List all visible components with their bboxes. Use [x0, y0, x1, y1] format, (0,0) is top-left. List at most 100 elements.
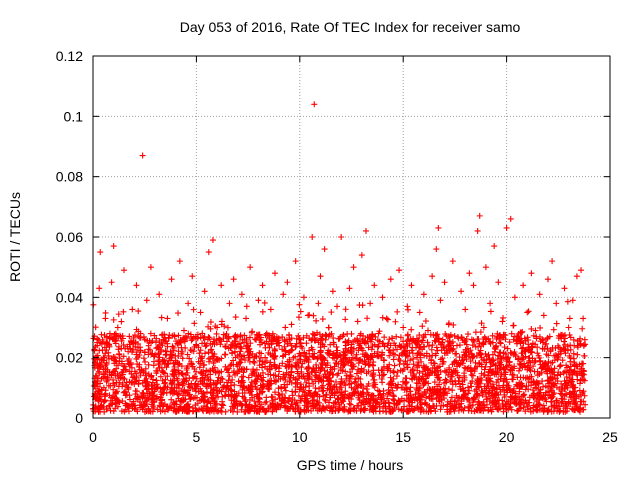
band-point	[258, 334, 265, 341]
band-point	[362, 359, 369, 366]
band-point	[561, 341, 568, 348]
band-point	[112, 368, 119, 375]
band-point	[315, 339, 322, 346]
band-point	[238, 379, 245, 386]
band-point	[570, 391, 577, 398]
band-point	[324, 362, 331, 369]
band-point	[132, 387, 139, 394]
band-point	[364, 354, 371, 361]
band-point	[415, 380, 422, 387]
band-point	[309, 352, 316, 359]
band-point	[204, 405, 211, 412]
band-point	[322, 397, 329, 404]
band-point	[479, 388, 486, 395]
band-point	[556, 408, 563, 415]
band-point	[181, 386, 188, 393]
band-point	[178, 388, 185, 395]
band-point	[180, 380, 187, 387]
data-point	[108, 279, 115, 286]
band-point	[431, 337, 438, 344]
band-point	[530, 363, 537, 370]
data-point	[259, 282, 266, 289]
band-point	[226, 373, 233, 380]
band-point	[220, 402, 227, 409]
band-point	[517, 374, 524, 381]
band-point	[316, 404, 323, 411]
band-point	[284, 407, 291, 414]
band-point	[542, 341, 549, 348]
band-point	[269, 330, 276, 337]
band-point	[434, 331, 441, 338]
band-point	[516, 388, 523, 395]
band-point	[358, 391, 365, 398]
band-point	[409, 407, 416, 414]
band-point	[461, 364, 468, 371]
band-point	[314, 400, 321, 407]
band-point	[376, 403, 383, 410]
band-point	[410, 370, 417, 377]
y-tick-label: 0.12	[56, 48, 83, 64]
band-point	[239, 386, 246, 393]
band-point	[510, 387, 517, 394]
band-point	[386, 400, 393, 407]
band-point	[246, 334, 253, 341]
band-point	[430, 386, 437, 393]
band-point	[337, 366, 344, 373]
band-point	[164, 343, 171, 350]
band-point	[369, 343, 376, 350]
band-point	[415, 359, 422, 366]
data-point	[425, 327, 432, 334]
band-point	[265, 349, 272, 356]
band-point	[551, 371, 558, 378]
band-point	[345, 337, 352, 344]
band-point	[559, 395, 566, 402]
band-point	[342, 316, 349, 323]
band-point	[252, 377, 259, 384]
band-point	[472, 329, 479, 336]
data-point	[412, 339, 419, 346]
band-point	[184, 351, 191, 358]
band-point	[449, 361, 456, 368]
band-point	[386, 336, 393, 343]
band-point	[522, 386, 529, 393]
data-point	[561, 285, 568, 292]
band-point	[526, 399, 533, 406]
band-point	[341, 395, 348, 402]
band-point	[475, 404, 482, 411]
band-point	[271, 389, 278, 396]
band-point	[218, 338, 225, 345]
band-point	[219, 401, 226, 408]
band-point	[497, 339, 504, 346]
band-point	[250, 358, 257, 365]
band-point	[136, 334, 143, 341]
band-point	[171, 333, 178, 340]
band-point	[463, 356, 470, 363]
band-point	[484, 383, 491, 390]
band-point	[181, 396, 188, 403]
band-point	[112, 357, 119, 364]
band-point	[453, 350, 460, 357]
band-point	[431, 379, 438, 386]
band-point	[401, 386, 408, 393]
band-point	[520, 354, 527, 361]
band-point	[444, 338, 451, 345]
data-point	[296, 336, 303, 343]
band-point	[327, 341, 334, 348]
band-point	[179, 392, 186, 399]
band-point	[566, 315, 573, 322]
band-point	[326, 386, 333, 393]
band-point	[466, 387, 473, 394]
band-point	[199, 374, 206, 381]
band-point	[413, 354, 420, 361]
band-point	[478, 354, 485, 361]
band-point	[437, 389, 444, 396]
band-point	[333, 384, 340, 391]
band-point	[452, 397, 459, 404]
band-point	[436, 335, 443, 342]
band-point	[446, 366, 453, 373]
band-point	[130, 400, 137, 407]
data-point	[338, 234, 345, 240]
band-point	[380, 340, 387, 347]
band-point	[392, 342, 399, 349]
x-tick-label: 0	[89, 429, 97, 445]
